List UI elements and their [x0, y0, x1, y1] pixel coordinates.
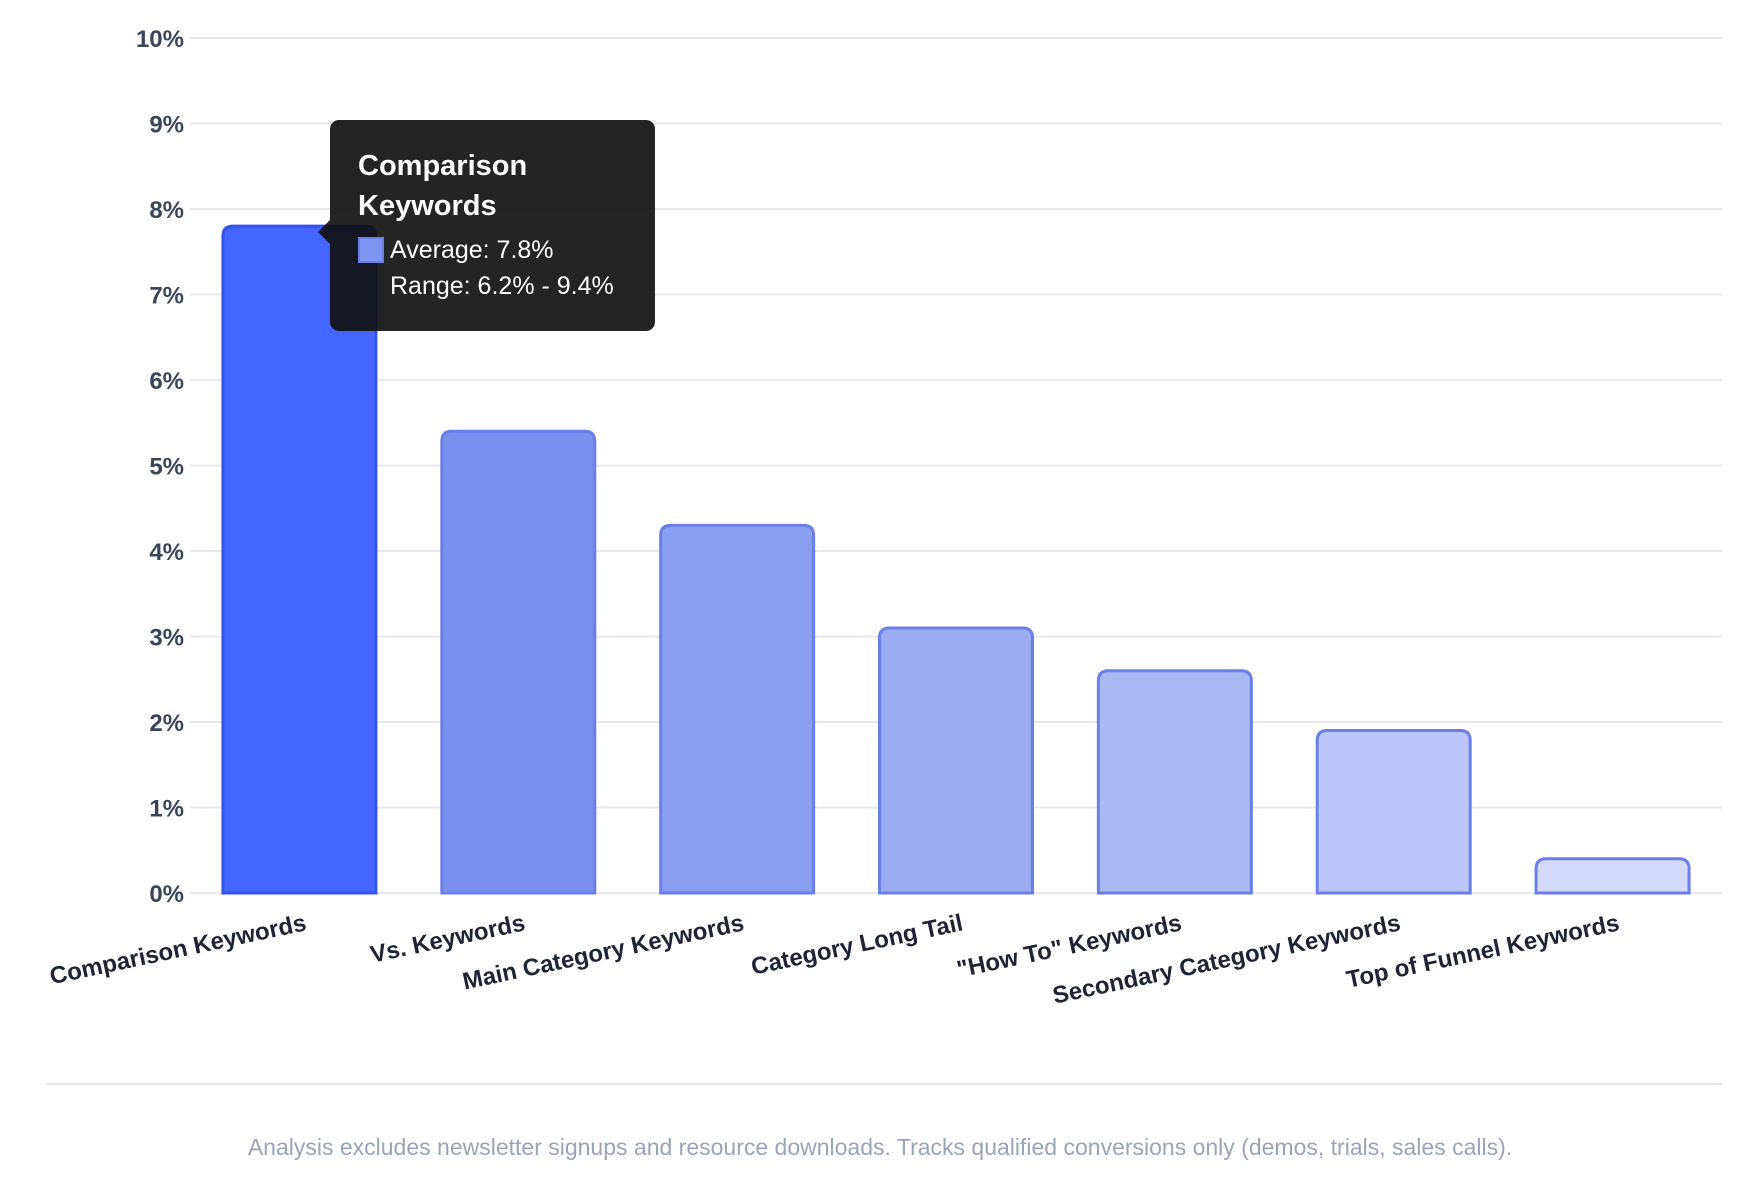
- y-axis-ticks: 0% 1% 2% 3% 4% 5% 6% 7% 8% 9% 10%: [136, 26, 184, 908]
- bar[interactable]: [1315, 729, 1472, 895]
- bar[interactable]: [878, 626, 1034, 895]
- y-tick-label: 7%: [149, 283, 184, 310]
- bar[interactable]: [659, 523, 816, 895]
- y-tick-label: 5%: [149, 454, 184, 481]
- tooltip-average: Average: 7.8%: [390, 236, 554, 264]
- y-tick-label: 10%: [136, 26, 184, 53]
- bar[interactable]: [440, 429, 597, 895]
- y-tick-label: 6%: [149, 368, 184, 395]
- footer-divider: [47, 1083, 1722, 1085]
- y-tick-label: 2%: [149, 710, 184, 737]
- footnote: Analysis excludes newsletter signups and…: [247, 1134, 1513, 1160]
- bar[interactable]: [1096, 669, 1253, 895]
- bar[interactable]: [1534, 857, 1691, 895]
- y-tick-label: 1%: [149, 796, 184, 823]
- tooltip-swatch: [358, 237, 384, 263]
- tooltip-range: Range: 6.2% - 9.4%: [390, 272, 614, 300]
- tooltip-arrow: [318, 220, 330, 244]
- y-tick-label: 3%: [149, 625, 184, 652]
- x-tick-label: Category Long Tail: [749, 909, 965, 980]
- bars: [221, 224, 1691, 895]
- tooltip-title: Comparison Keywords: [358, 150, 528, 222]
- y-tick-label: 9%: [149, 112, 184, 139]
- bar-chart: 0% 1% 2% 3% 4% 5% 6% 7% 8% 9% 10% Comparison Keywo…: [47, 26, 1722, 1010]
- y-tick-label: 4%: [149, 539, 184, 566]
- chart-tooltip: Comparison Keywords Average: 7.8% Range:…: [318, 120, 655, 331]
- y-tick-label: 0%: [149, 881, 184, 908]
- x-tick-label: Comparison Keywords: [47, 909, 308, 990]
- tooltip-average-row: Average: 7.8%: [358, 232, 627, 268]
- y-tick-label: 8%: [149, 197, 184, 224]
